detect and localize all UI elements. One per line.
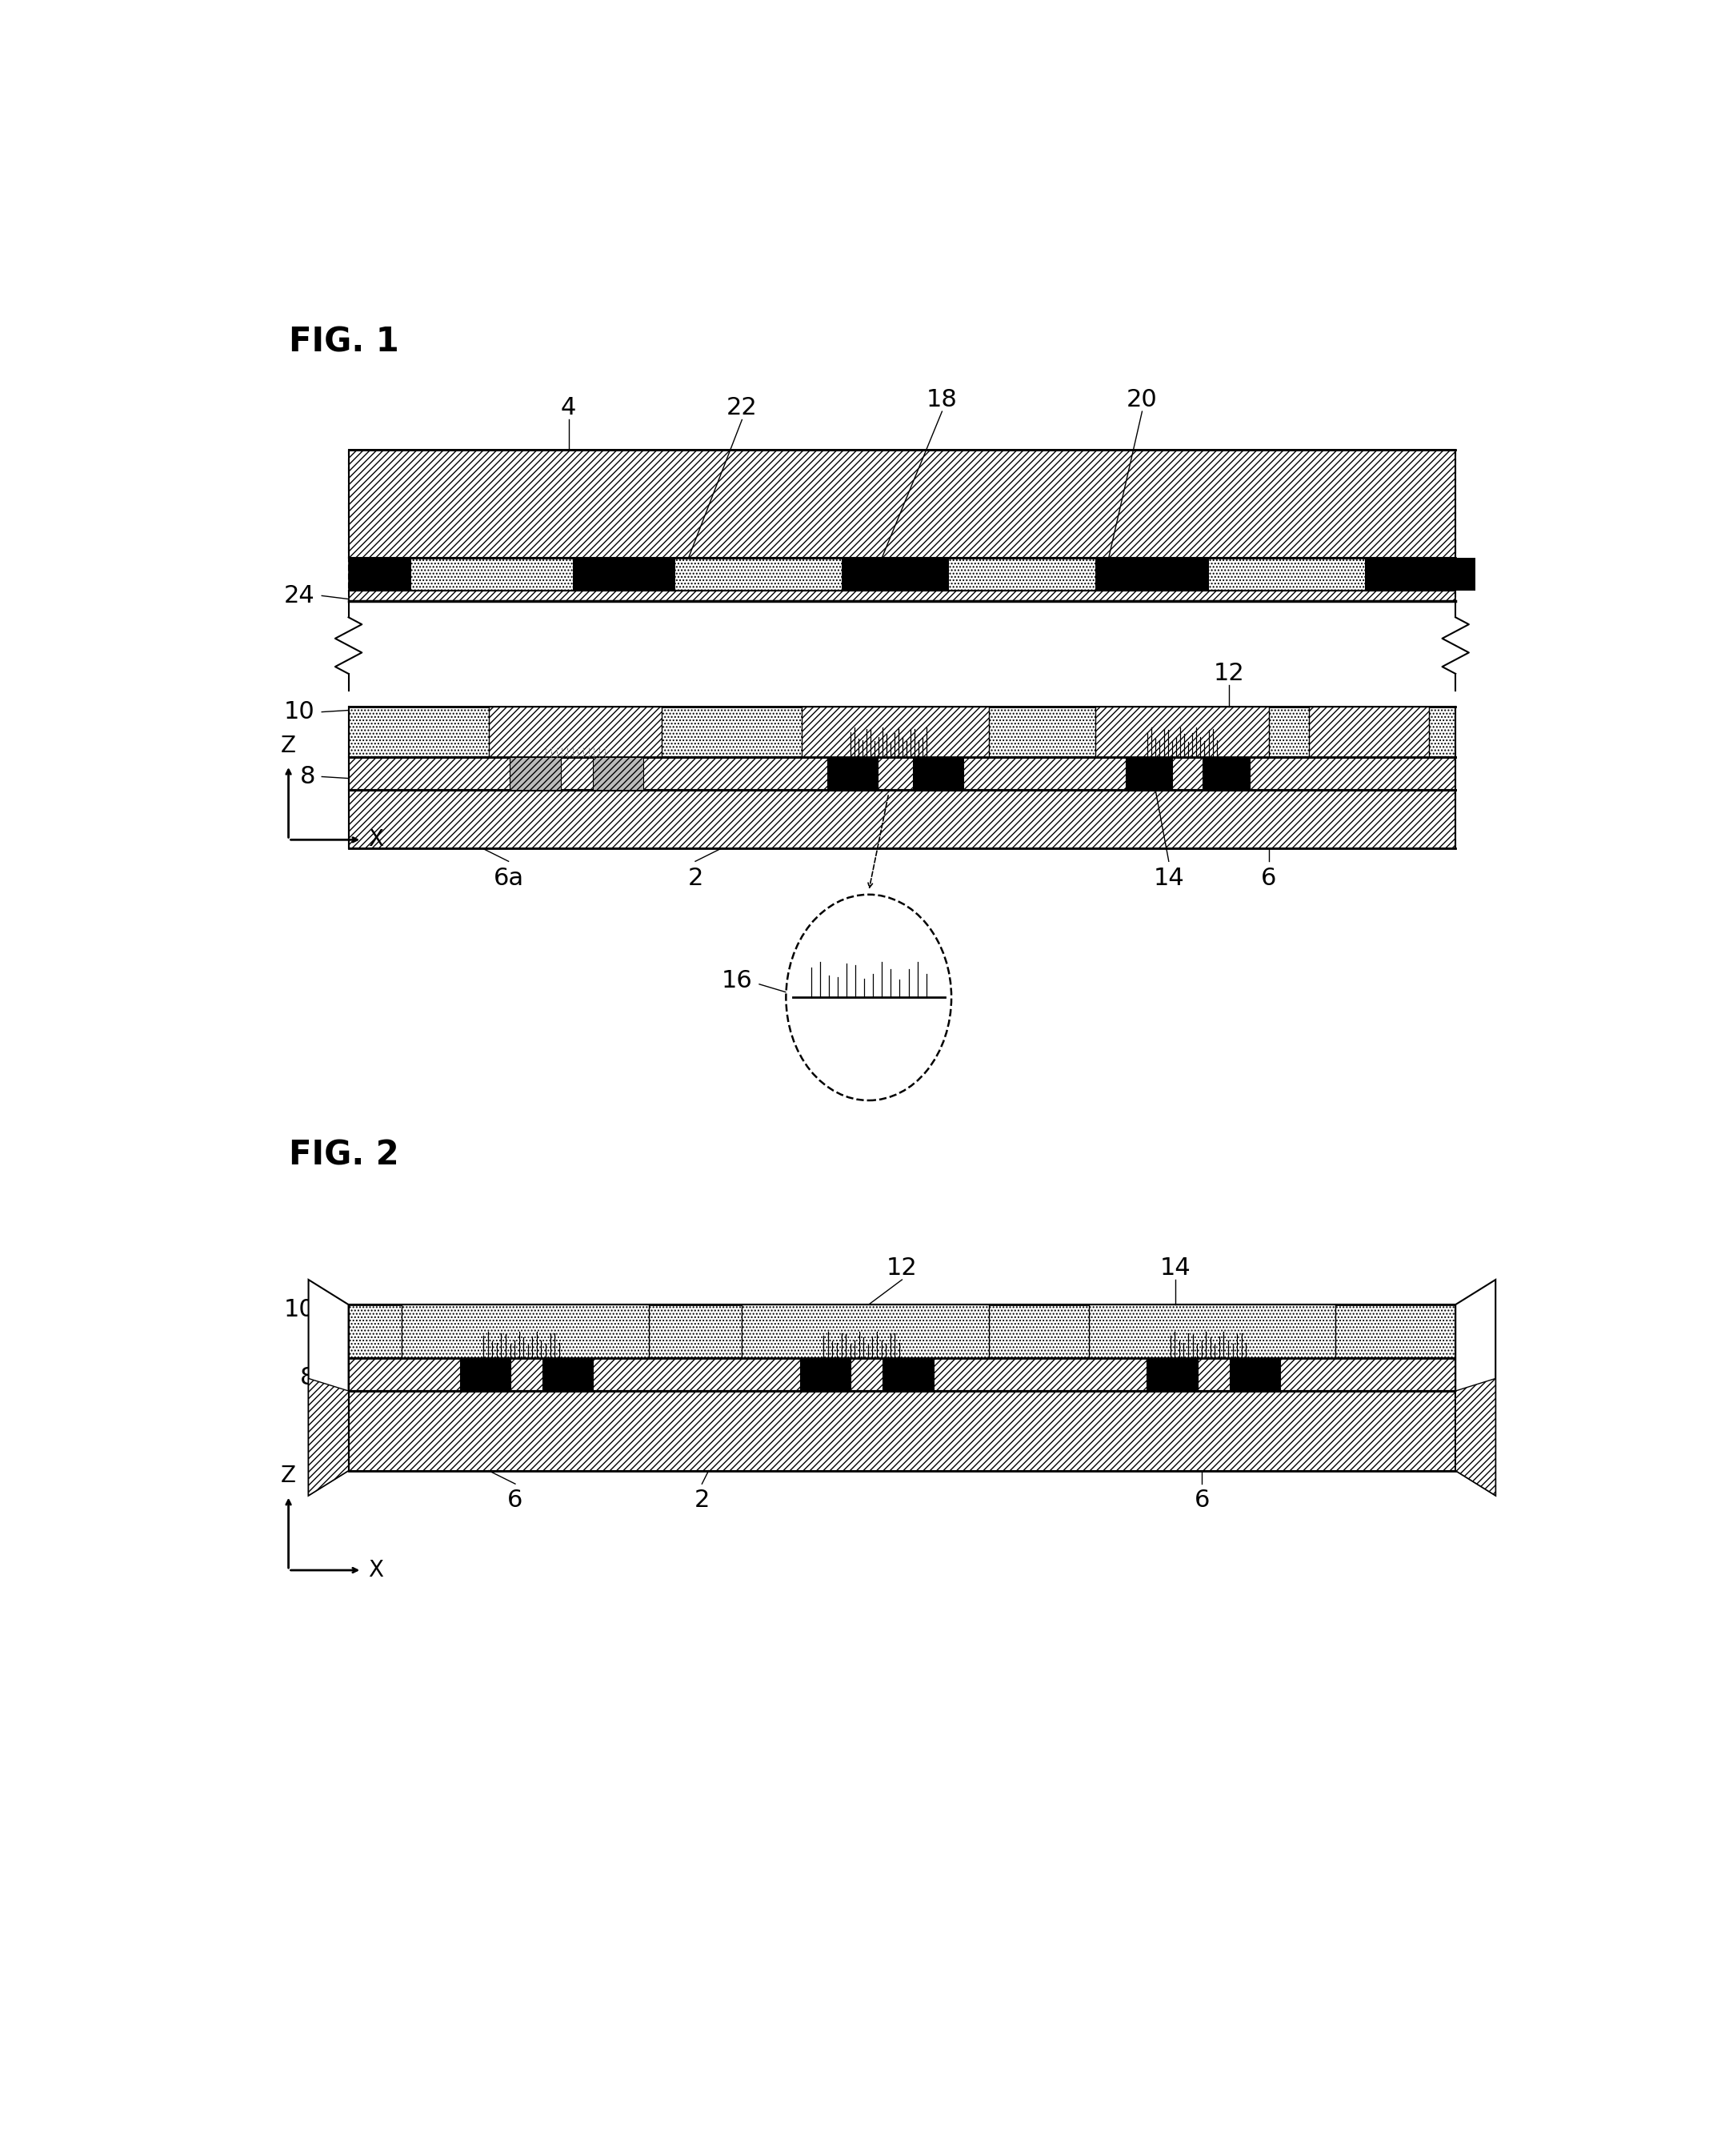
Text: FIG. 1: FIG. 1 — [289, 326, 399, 358]
Text: 14: 14 — [1153, 867, 1184, 890]
Bar — [348, 707, 1456, 757]
Bar — [592, 757, 644, 789]
Bar — [348, 1304, 1456, 1358]
Bar — [1308, 707, 1428, 757]
Bar — [348, 757, 1456, 789]
Bar — [800, 1358, 850, 1391]
Bar — [828, 757, 878, 789]
Text: Z: Z — [281, 735, 296, 757]
Bar — [489, 707, 663, 757]
Text: 12: 12 — [1213, 662, 1244, 686]
Bar — [1146, 1358, 1198, 1391]
Polygon shape — [308, 1378, 348, 1496]
Text: Z: Z — [281, 1464, 296, 1488]
Bar — [742, 1304, 990, 1358]
Text: 4: 4 — [561, 397, 577, 420]
Bar — [573, 558, 675, 591]
Text: 2: 2 — [694, 1490, 709, 1511]
Bar — [348, 591, 1456, 602]
Bar — [1365, 558, 1475, 591]
Text: 20: 20 — [1127, 388, 1158, 412]
Bar — [1203, 757, 1249, 789]
Bar — [1229, 1358, 1280, 1391]
Bar — [348, 558, 1456, 591]
Bar — [348, 1391, 1456, 1470]
Bar — [348, 789, 1456, 847]
Bar — [802, 707, 988, 757]
Text: X: X — [368, 828, 384, 852]
Polygon shape — [308, 1281, 348, 1496]
Wedge shape — [786, 998, 952, 1100]
Text: 10: 10 — [284, 1298, 315, 1322]
Bar — [348, 451, 1456, 558]
Text: FIG. 2: FIG. 2 — [289, 1138, 399, 1173]
Bar — [883, 1358, 933, 1391]
Bar — [842, 558, 948, 591]
Text: 2: 2 — [687, 867, 704, 890]
Bar — [1126, 757, 1172, 789]
Text: 6: 6 — [508, 1490, 523, 1511]
Bar — [1096, 707, 1268, 757]
Bar — [348, 558, 411, 591]
Bar — [1096, 558, 1208, 591]
Wedge shape — [786, 895, 952, 998]
Bar — [1089, 1304, 1335, 1358]
Text: 6: 6 — [1261, 867, 1277, 890]
Polygon shape — [1456, 1378, 1496, 1496]
Text: 6a: 6a — [494, 867, 523, 890]
Bar — [542, 1358, 594, 1391]
Bar — [403, 1304, 649, 1358]
Bar — [509, 757, 561, 789]
Text: X: X — [368, 1559, 384, 1580]
Bar — [348, 1358, 1456, 1391]
Polygon shape — [1456, 1281, 1496, 1496]
Text: 22: 22 — [726, 397, 757, 420]
Text: 12: 12 — [886, 1257, 917, 1281]
Text: 8: 8 — [299, 765, 315, 789]
Text: 14: 14 — [1160, 1257, 1191, 1281]
Text: 10: 10 — [284, 701, 315, 724]
Text: 16: 16 — [721, 970, 752, 992]
Bar — [460, 1358, 511, 1391]
Text: 18: 18 — [926, 388, 957, 412]
Text: 6: 6 — [1194, 1490, 1210, 1511]
Text: 8: 8 — [299, 1367, 315, 1388]
Bar — [912, 757, 964, 789]
Text: 24: 24 — [284, 584, 315, 608]
